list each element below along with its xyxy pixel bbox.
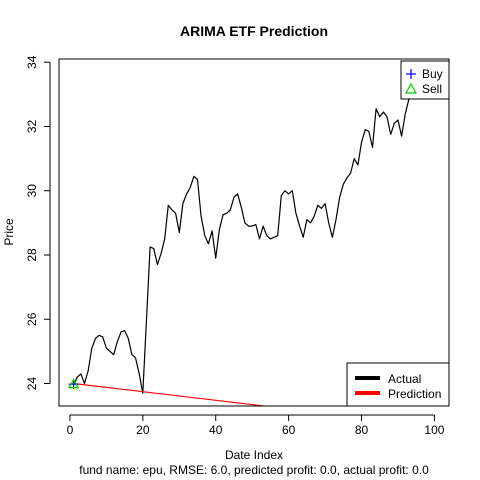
series-line-actual xyxy=(73,61,428,394)
legend-buy-label: Buy xyxy=(422,67,443,81)
series-line-prediction xyxy=(73,382,269,406)
x-tick-label: 80 xyxy=(355,423,369,437)
legend-buy-plus-icon xyxy=(406,69,416,79)
legend-prediction-label: Prediction xyxy=(388,387,441,401)
x-tick-label: 20 xyxy=(136,423,150,437)
chart-title: ARIMA ETF Prediction xyxy=(180,23,328,39)
marker-layer xyxy=(68,378,80,390)
plot-frame xyxy=(58,58,450,407)
y-tick-label: 28 xyxy=(25,248,39,262)
y-tick-label: 24 xyxy=(25,377,39,391)
x-axis-label: Date Index xyxy=(225,448,283,462)
y-tick-label: 30 xyxy=(25,184,39,198)
chart-caption: fund name: epu, RMSE: 6.0, predicted pro… xyxy=(79,463,429,477)
y-tick-label: 26 xyxy=(25,312,39,326)
y-tick-label: 34 xyxy=(25,55,39,69)
y-axis: 24 26 28 30 32 34 xyxy=(25,55,51,391)
legend-sell-triangle-icon xyxy=(404,82,418,94)
x-tick-label: 60 xyxy=(282,423,296,437)
y-tick-label: 32 xyxy=(25,119,39,133)
series-layer xyxy=(73,61,428,406)
x-tick-label: 0 xyxy=(67,423,74,437)
legend-sell-label: Sell xyxy=(422,82,442,96)
legend-markers: Buy Sell xyxy=(400,60,450,100)
legend-series: Actual Prediction xyxy=(346,362,450,407)
legend-series-box xyxy=(346,362,450,407)
x-axis: 0 20 40 60 80 100 xyxy=(67,414,445,437)
x-tick-label: 100 xyxy=(424,423,444,437)
legend-actual-label: Actual xyxy=(388,372,421,386)
sell-marker xyxy=(68,378,80,389)
x-tick-label: 40 xyxy=(209,423,223,437)
y-axis-label: Price xyxy=(2,218,16,246)
